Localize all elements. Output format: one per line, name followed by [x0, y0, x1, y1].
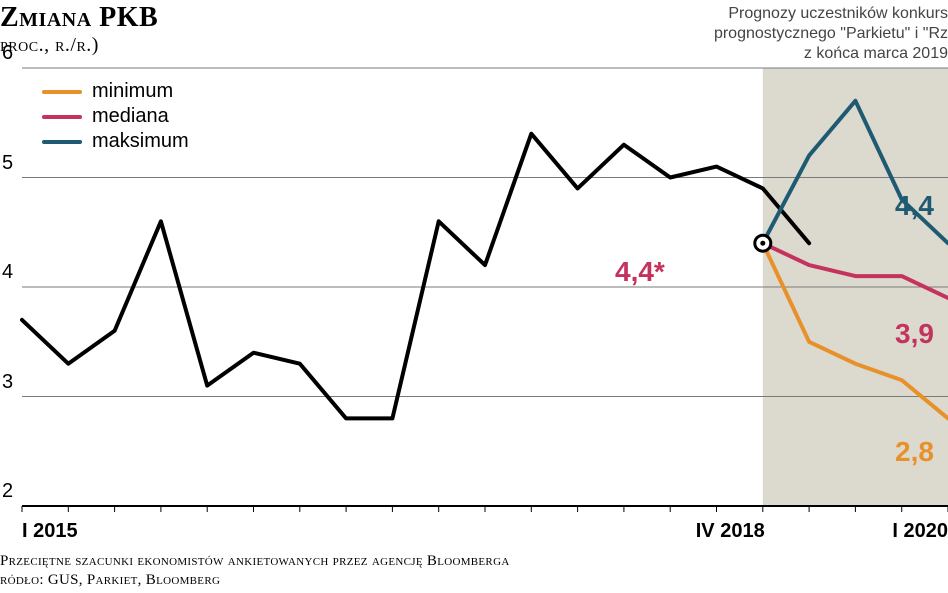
chart-annotation: 3,9	[895, 318, 934, 350]
chart-annotation: 4,4	[895, 190, 934, 222]
note-line: Prognozy uczestników konkurs	[728, 5, 948, 22]
x-tick-label: I 2015	[22, 520, 78, 543]
footnote: Przeciętne szacunki ekonomistów ankietow…	[0, 552, 510, 590]
footnote-line: Przeciętne szacunki ekonomistów ankietow…	[0, 553, 510, 569]
note-line: prognostycznego "Parkietu" i "Rz	[714, 25, 948, 42]
footnote-line: ródło: GUS, Parkiet, Bloomberg	[0, 572, 220, 588]
y-tick-label: 2	[2, 480, 13, 503]
y-tick-label: 3	[2, 371, 13, 394]
chart-title: Zmiana PKB	[0, 2, 158, 34]
forecast-source-note: Prognozy uczestników konkurs prognostycz…	[648, 4, 948, 64]
y-tick-label: 5	[2, 152, 13, 175]
y-tick-label: 6	[2, 42, 13, 65]
y-tick-label: 4	[2, 261, 13, 284]
chart-annotation: 4,4*	[615, 256, 665, 288]
chart-subtitle: proc., r./r.)	[0, 34, 99, 57]
x-tick-label: IV 2018	[696, 520, 765, 543]
line-chart	[0, 58, 948, 518]
x-tick-label: I 2020	[892, 520, 948, 543]
chart-annotation: 2,8	[895, 436, 934, 468]
